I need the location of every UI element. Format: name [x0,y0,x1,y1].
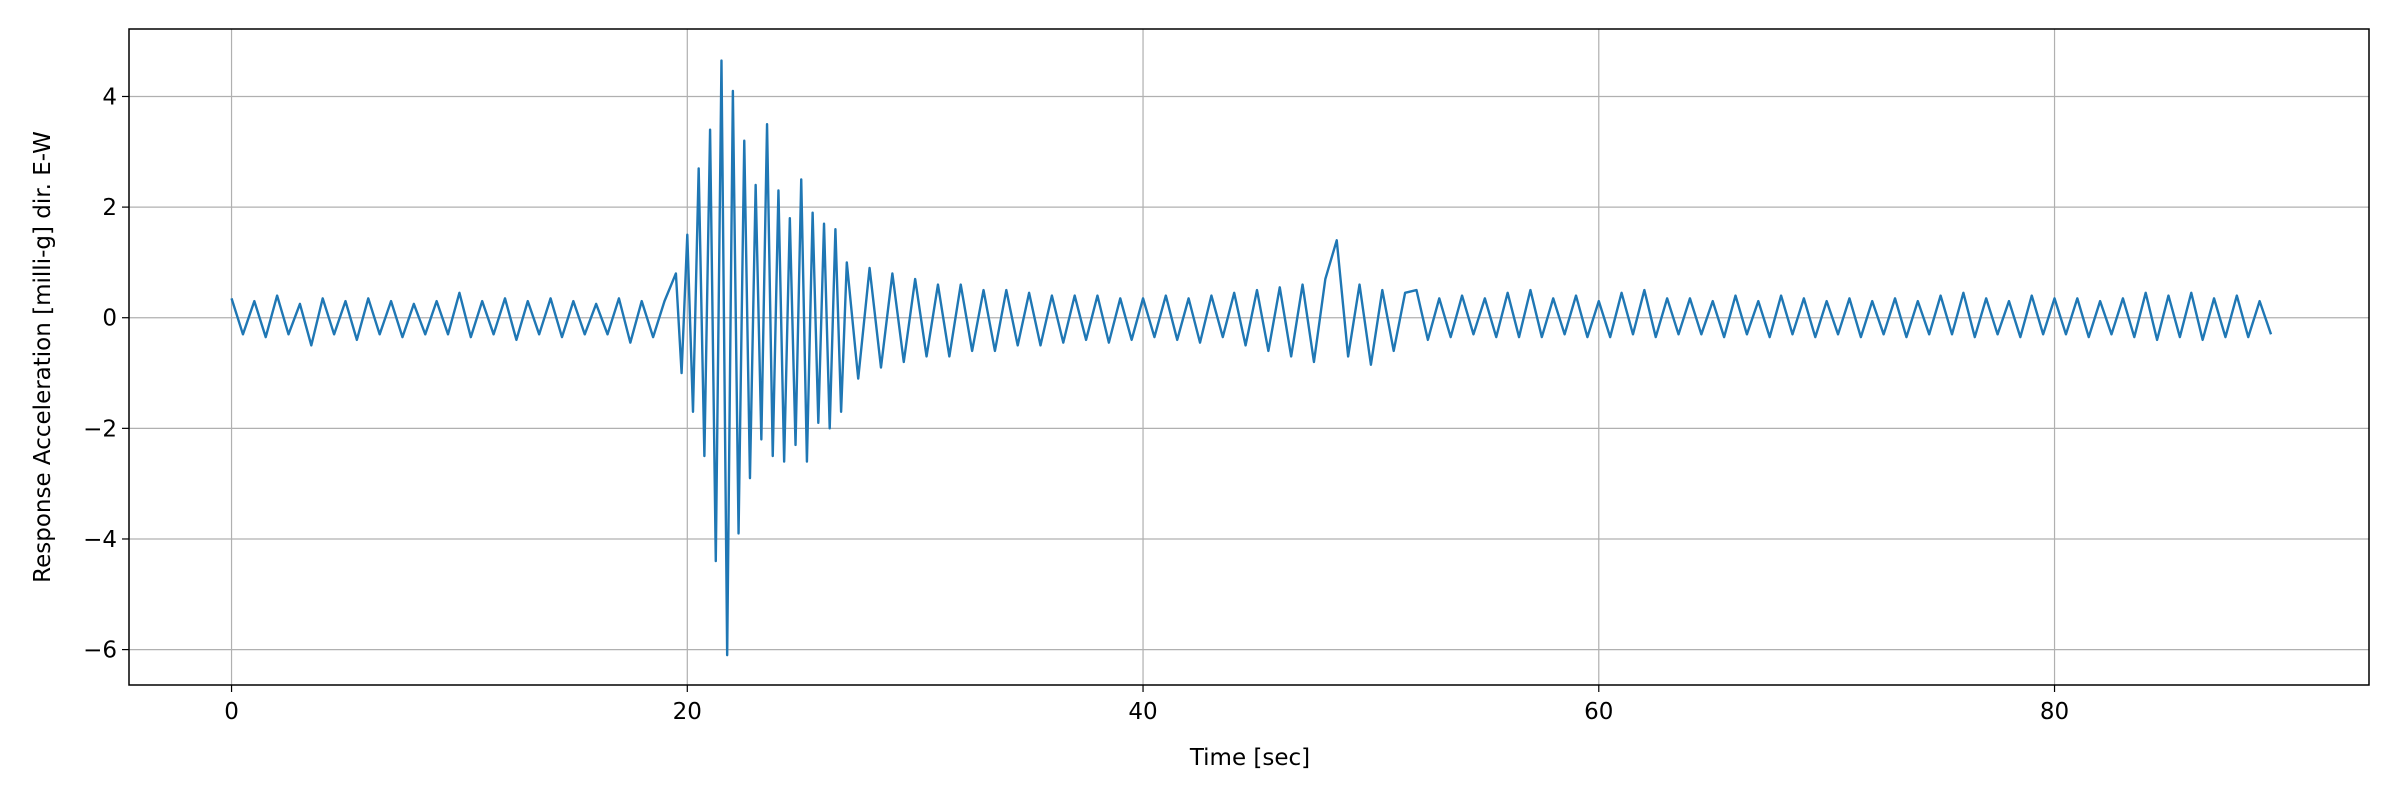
x-tick-label: 80 [2040,699,2069,725]
x-axis-label: Time [sec] [1189,745,1310,771]
y-tick-label: 0 [102,306,117,332]
y-tick-label: 4 [102,84,117,110]
y-tick-label: 2 [102,195,117,221]
y-axis-label: Response Acceleration [milli-g] dir. E-W [30,131,56,583]
line-series [230,59,2273,657]
plot-frame [128,28,2370,686]
x-tick-label: 60 [1584,699,1613,725]
x-tick-label: 40 [1128,699,1157,725]
y-tick-label: −2 [83,416,117,442]
y-tick-label: −4 [83,527,117,553]
y-tick-label: −6 [83,638,117,664]
x-tick-label: 20 [673,699,702,725]
x-tick-label: 0 [224,699,239,725]
